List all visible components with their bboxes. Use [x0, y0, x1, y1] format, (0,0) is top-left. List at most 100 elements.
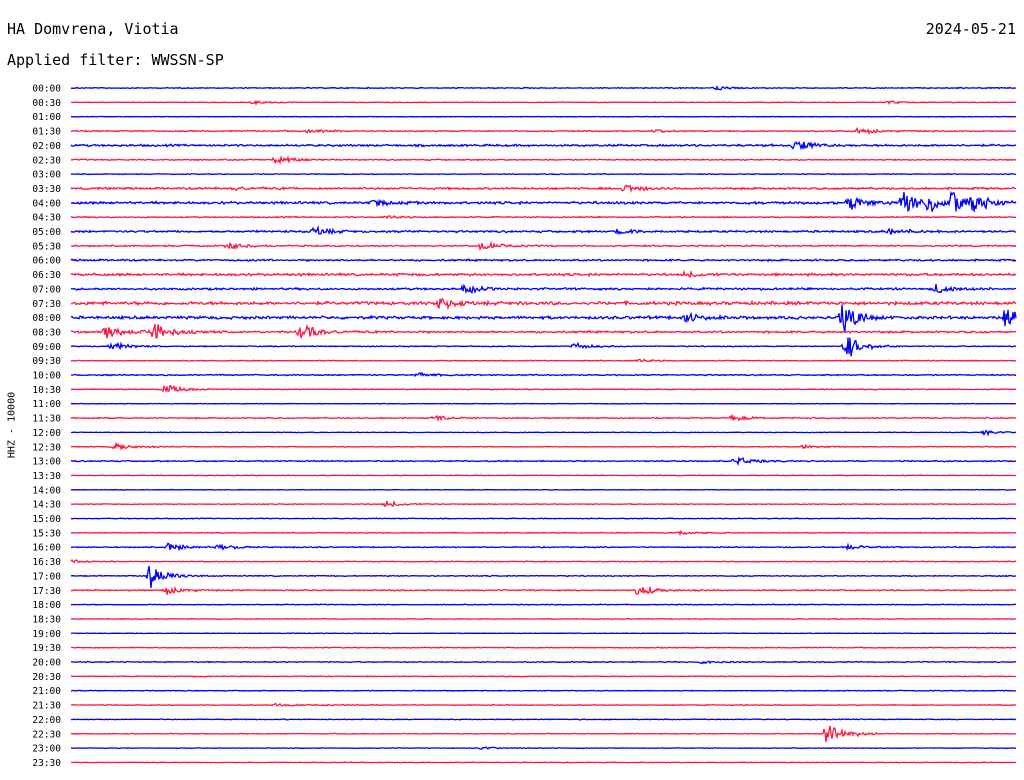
- row-time-label: 09:00: [32, 342, 61, 353]
- seismic-trace: [70, 384, 1017, 394]
- seismic-trace: [70, 632, 1016, 635]
- seismic-trace: [70, 258, 1017, 263]
- row-time-label: 07:00: [32, 284, 61, 295]
- seismic-trace: [71, 646, 1016, 649]
- row-time-label: 21:30: [32, 701, 61, 712]
- seismic-trace: [70, 297, 1017, 311]
- seismic-trace: [70, 215, 1016, 220]
- seismic-trace: [70, 184, 1017, 194]
- row-time-label: 19:30: [32, 643, 61, 654]
- row-label-group: 00:00 00:30 01:00 01:30 02:00 02:30 03:00 03:30…: [32, 84, 61, 769]
- row-time-label: 16:30: [32, 557, 61, 568]
- row-time-label: 10:00: [32, 371, 61, 382]
- seismic-trace: [70, 558, 1017, 564]
- row-time-label: 23:30: [32, 758, 61, 769]
- row-time-label: 15:00: [32, 514, 61, 525]
- seismic-trace: [70, 190, 1017, 213]
- row-time-label: 07:30: [32, 299, 61, 310]
- row-time-label: 21:00: [32, 686, 61, 697]
- seismic-trace: [70, 565, 1017, 588]
- seismic-trace: [70, 337, 1017, 357]
- row-time-label: 20:00: [32, 658, 61, 669]
- row-time-label: 05:30: [32, 241, 61, 252]
- row-time-label: 18:00: [32, 600, 61, 611]
- plot-date: 2024-05-21: [925, 20, 1016, 38]
- seismic-trace: [70, 703, 1017, 707]
- row-time-label: 14:30: [32, 500, 61, 511]
- seismic-trace: [70, 413, 1017, 422]
- seismic-trace: [70, 429, 1017, 437]
- trace-group: [70, 84, 1017, 764]
- row-time-label: 11:00: [32, 399, 61, 410]
- row-time-label: 20:30: [32, 672, 61, 683]
- seismic-trace: [70, 371, 1017, 378]
- seismic-trace: [70, 269, 1017, 279]
- seismic-trace: [70, 499, 1017, 508]
- seismic-trace: [70, 488, 1017, 491]
- seismic-trace: [70, 141, 1017, 151]
- row-time-label: 00:30: [32, 98, 61, 109]
- seismic-trace: [70, 585, 1017, 595]
- seismic-trace: [70, 155, 1017, 165]
- row-time-label: 22:30: [32, 729, 61, 740]
- seismic-trace: [70, 358, 1016, 363]
- seismic-trace: [70, 603, 1017, 606]
- seismic-trace: [70, 718, 1017, 721]
- seismic-trace: [70, 127, 1017, 135]
- row-time-label: 13:00: [32, 457, 61, 468]
- row-time-label: 09:30: [32, 356, 61, 367]
- row-time-label: 08:00: [32, 313, 61, 324]
- row-time-label: 01:00: [32, 112, 61, 123]
- seismic-trace: [70, 323, 1017, 339]
- row-time-label: 23:00: [32, 744, 61, 755]
- seismic-trace: [70, 456, 1016, 467]
- row-time-label: 02:30: [32, 155, 61, 166]
- filter-label: Applied filter: WWSSN-SP: [7, 51, 224, 69]
- row-time-label: 03:00: [32, 170, 61, 181]
- seismic-trace: [70, 441, 1017, 451]
- seismic-trace: [70, 224, 1017, 236]
- seismic-trace: [71, 617, 1017, 621]
- row-time-label: 06:00: [32, 256, 61, 267]
- seismic-trace: [70, 402, 1017, 405]
- row-time-label: 17:00: [32, 571, 61, 582]
- row-time-label: 12:30: [32, 442, 61, 453]
- seismic-trace: [70, 725, 1017, 742]
- seismic-trace: [70, 660, 1017, 665]
- seismic-trace: [70, 99, 1017, 106]
- row-time-label: 13:30: [32, 471, 61, 482]
- row-time-label: 14:00: [32, 485, 61, 496]
- row-time-label: 10:30: [32, 385, 61, 396]
- row-time-label: 11:30: [32, 414, 61, 425]
- row-time-label: 18:30: [32, 614, 61, 625]
- seismic-trace: [70, 746, 1017, 750]
- row-time-label: 19:00: [32, 629, 61, 640]
- seismic-trace: [70, 761, 1017, 764]
- row-time-label: 04:30: [32, 213, 61, 224]
- seismic-trace: [71, 529, 1016, 537]
- seismic-trace: [70, 172, 1017, 176]
- row-time-label: 06:30: [32, 270, 61, 281]
- seismic-trace: [70, 675, 1017, 678]
- seismic-trace: [70, 689, 1016, 692]
- row-time-label: 00:00: [32, 84, 61, 95]
- row-time-label: 12:00: [32, 428, 61, 439]
- seismic-trace: [71, 474, 1017, 477]
- seismic-trace: [71, 283, 1017, 295]
- row-time-label: 04:00: [32, 198, 61, 209]
- row-time-label: 22:00: [32, 715, 61, 726]
- seismic-trace: [70, 304, 1017, 333]
- seismic-trace: [70, 517, 1017, 520]
- row-time-label: 17:30: [32, 586, 61, 597]
- row-time-label: 16:00: [32, 543, 61, 554]
- seismic-trace: [71, 115, 1017, 118]
- row-time-label: 01:30: [32, 127, 61, 138]
- row-time-label: 03:30: [32, 184, 61, 195]
- seismic-trace: [70, 84, 1017, 91]
- seismic-trace: [70, 240, 1017, 251]
- seismic-trace: [71, 542, 1017, 552]
- station-title: HA Domvrena, Viotia: [7, 20, 179, 38]
- row-time-label: 02:00: [32, 141, 61, 152]
- row-time-label: 05:00: [32, 227, 61, 238]
